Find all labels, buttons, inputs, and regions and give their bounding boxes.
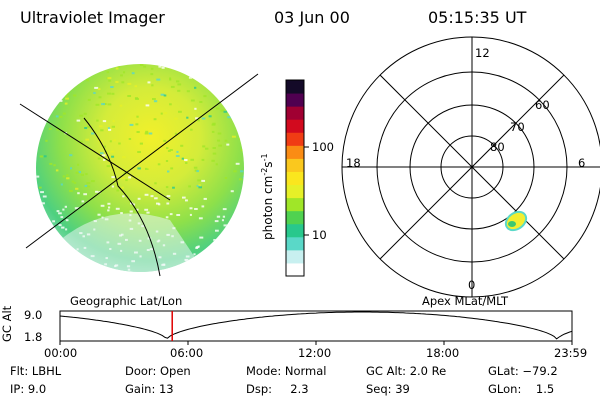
colorbar-band (286, 106, 304, 120)
date-label: 03 Jun 00 (274, 8, 350, 27)
status-gain: Gain: 13 (125, 382, 174, 396)
colorbar-band (286, 132, 304, 146)
colorbar-tick-100: 100 (312, 140, 334, 154)
mlt-label-18: 18 (346, 156, 361, 170)
timeline-xtick-1200: 12:00 (298, 346, 332, 360)
altitude-timeline (59, 310, 573, 345)
status-seq: Seq: 39 (366, 382, 410, 396)
status-glat: GLat: −79.2 (488, 364, 558, 378)
auroral-spot (504, 210, 528, 232)
colorbar-band (286, 184, 304, 199)
colorbar-band (286, 80, 304, 94)
time-label: 05:15:35 UT (428, 8, 527, 27)
colorbar-band (286, 223, 304, 238)
colorbar-unit-label: photon cm-2s-1 (260, 153, 275, 240)
colorbar-band (286, 262, 304, 277)
timeline-xtick-2359: 23:59 (554, 346, 588, 360)
colorbar-band (286, 119, 304, 133)
status-glon: GLon: 1.5 (488, 382, 555, 396)
timeline-axis-title: GC Alt (0, 305, 14, 342)
mlt-label-6: 6 (578, 156, 586, 170)
status-dsp: Dsp: 2.3 (246, 382, 309, 396)
timeline-ytick-1-8: 1.8 (24, 330, 43, 344)
status-gcalt: GC Alt: 2.0 Re (366, 364, 447, 378)
timeline-xtick-0000: 00:00 (44, 346, 78, 360)
colorbar-band (286, 197, 304, 212)
lat-label-60: 60 (535, 98, 550, 112)
timeline-ytick-9: 9.0 (24, 308, 43, 322)
mlt-label-0: 0 (468, 278, 476, 292)
colorbar-band (286, 236, 304, 251)
colorbar-band (286, 145, 304, 159)
colorbar-band (286, 210, 304, 225)
status-door: Door: Open (125, 364, 191, 378)
colorbar-band (286, 171, 304, 186)
colorbar (285, 79, 309, 277)
timeline-left-title: Geographic Lat/Lon (70, 294, 183, 308)
colorbar-band (286, 249, 304, 264)
colorbar-band (286, 93, 304, 107)
colorbar-tick-10: 10 (312, 228, 327, 242)
mlt-label-12: 12 (475, 46, 490, 60)
lat-label-80: 80 (490, 140, 505, 154)
uv-image (19, 64, 259, 277)
polar-plot (341, 36, 600, 298)
timeline-xtick-1800: 18:00 (426, 346, 460, 360)
colorbar-band (286, 158, 304, 172)
timeline-right-title: Apex MLat/MLT (422, 294, 509, 308)
lat-label-70: 70 (510, 120, 525, 134)
status-flt: Flt: LBHL (10, 364, 62, 378)
status-ip: IP: 9.0 (10, 382, 47, 396)
status-mode: Mode: Normal (246, 364, 327, 378)
instrument-title: Ultraviolet Imager (20, 8, 165, 27)
timeline-xtick-0600: 06:00 (170, 346, 204, 360)
